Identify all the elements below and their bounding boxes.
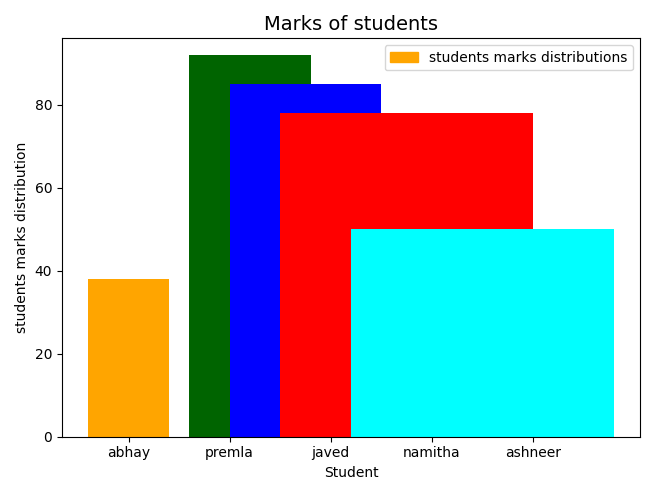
- Bar: [230, 84, 381, 437]
- Title: Marks of students: Marks of students: [264, 15, 438, 34]
- Bar: [280, 113, 533, 437]
- Y-axis label: students marks distribution: students marks distribution: [15, 142, 29, 333]
- Bar: [189, 55, 310, 437]
- Bar: [351, 229, 614, 437]
- X-axis label: Student: Student: [324, 466, 379, 480]
- Bar: [88, 279, 169, 437]
- Legend: students marks distributions: students marks distributions: [384, 45, 633, 70]
